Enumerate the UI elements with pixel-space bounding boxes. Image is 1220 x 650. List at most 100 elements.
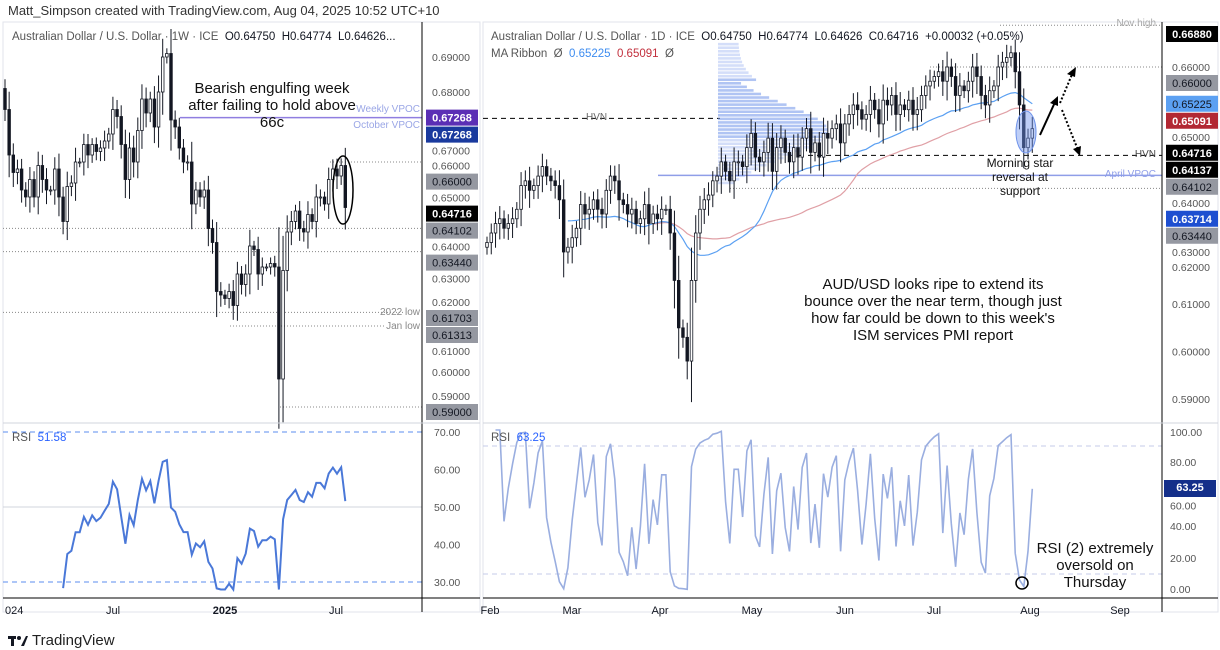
right-legend[interactable]: Australian Dollar / U.S. Dollar · 1D · I… bbox=[491, 31, 1024, 43]
candle bbox=[838, 123, 843, 144]
candle bbox=[489, 232, 493, 243]
candle bbox=[69, 182, 74, 187]
volume-profile-bar bbox=[718, 67, 746, 71]
candle bbox=[574, 227, 579, 239]
volume-profile-bar bbox=[718, 181, 735, 185]
candle bbox=[821, 133, 826, 158]
price-badge-label: 0.61313 bbox=[432, 330, 472, 342]
candle bbox=[608, 175, 613, 191]
right-symbol-title: Australian Dollar / U.S. Dollar · 1D · I… bbox=[491, 31, 695, 43]
candle bbox=[804, 128, 809, 139]
volume-profile-bar bbox=[718, 135, 826, 138]
candle bbox=[540, 166, 545, 177]
candle bbox=[1030, 128, 1034, 139]
candle bbox=[136, 130, 140, 163]
left-legend[interactable]: Australian Dollar / U.S. Dollar · 1W · I… bbox=[12, 31, 396, 43]
candle bbox=[498, 218, 502, 224]
volume-profile-bar bbox=[718, 42, 739, 46]
candle bbox=[165, 53, 169, 58]
time-label: Apr bbox=[651, 605, 668, 617]
price-badge-label: 0.66880 bbox=[1172, 29, 1212, 41]
price-tick: 0.62000 bbox=[432, 297, 470, 309]
candle bbox=[625, 204, 630, 215]
candle bbox=[770, 137, 775, 172]
ma-ribbon-legend[interactable]: MA Ribbon Ø 0.65225 0.65091 Ø bbox=[491, 48, 674, 60]
volume-profile-bar bbox=[718, 60, 743, 64]
price-badge-label: 0.63440 bbox=[432, 258, 472, 270]
candle bbox=[268, 263, 273, 268]
price-tick: 0.69000 bbox=[432, 52, 470, 64]
weekly-chart bbox=[3, 29, 422, 593]
candle bbox=[102, 140, 107, 149]
tradingview-logo[interactable]: TradingView bbox=[8, 632, 115, 649]
candle bbox=[506, 223, 510, 229]
price-badge bbox=[1166, 75, 1218, 91]
price-tick: 40.00 bbox=[434, 540, 460, 552]
candle bbox=[536, 175, 540, 186]
volume-profile-bar bbox=[718, 96, 770, 99]
right-rsi-legend[interactable]: RSI 63.25 bbox=[491, 432, 545, 444]
price-tick: 0.62000 bbox=[1172, 262, 1210, 274]
volume-profile-bar bbox=[718, 82, 742, 85]
price-tick: 0.65000 bbox=[1172, 132, 1210, 144]
candle bbox=[779, 137, 783, 149]
jan-low-label: Jan low bbox=[386, 321, 420, 332]
candle bbox=[711, 180, 715, 196]
candle bbox=[979, 76, 983, 96]
candle bbox=[753, 133, 758, 158]
candle bbox=[796, 147, 800, 158]
price-tick: 70.00 bbox=[434, 427, 460, 439]
candle bbox=[826, 133, 830, 139]
price-tick: 0.61000 bbox=[1172, 299, 1210, 311]
created-by-header: Matt_Simpson created with TradingView.co… bbox=[8, 3, 440, 18]
rsi-label: RSI bbox=[12, 432, 32, 444]
price-badge bbox=[1166, 178, 1218, 195]
volume-profile-bar bbox=[718, 92, 762, 96]
price-tick: 0.59000 bbox=[1172, 394, 1210, 406]
candle bbox=[728, 170, 732, 182]
candle bbox=[119, 116, 123, 145]
price-axes[interactable]: 0.69000 0.68000 0.67268 0.67268 0.67000 0.660… bbox=[5, 26, 1218, 617]
candle bbox=[57, 168, 61, 198]
weekly-vpoc-label: Weekly VPOC bbox=[356, 104, 420, 115]
ma-slow-line bbox=[653, 107, 1033, 240]
candle bbox=[992, 85, 996, 92]
candle bbox=[694, 232, 698, 281]
price-tick: 0.60000 bbox=[432, 367, 470, 379]
ma-ribbon-label: MA Ribbon bbox=[491, 48, 548, 60]
candle bbox=[144, 98, 148, 114]
time-label: Mar bbox=[563, 605, 582, 617]
price-badge-label: 0.66000 bbox=[432, 177, 472, 189]
candle bbox=[596, 199, 600, 210]
candle bbox=[273, 263, 277, 268]
candle bbox=[894, 95, 898, 115]
candle bbox=[322, 196, 327, 205]
outlook-note: AUD/USD looks ripe to extend its bounce … bbox=[804, 276, 1062, 344]
morning-star-note: Morning star reversal at support bbox=[986, 156, 1054, 198]
time-label: Jul bbox=[106, 605, 120, 617]
volume-profile-bar bbox=[718, 57, 741, 60]
ma-fast-line bbox=[567, 91, 1033, 256]
candle bbox=[131, 147, 136, 163]
candle bbox=[591, 199, 596, 210]
price-badge bbox=[1166, 161, 1218, 178]
candle bbox=[65, 186, 69, 222]
left-low: L0.64626... bbox=[337, 31, 396, 43]
candle bbox=[40, 165, 45, 180]
price-badge bbox=[1166, 210, 1218, 227]
candle bbox=[48, 189, 53, 192]
left-open: O0.64750 bbox=[224, 31, 276, 43]
price-tick: 0.61000 bbox=[432, 346, 470, 358]
candle bbox=[919, 95, 924, 111]
left-rsi-legend[interactable]: RSI 51.58 bbox=[12, 432, 66, 444]
candle bbox=[32, 179, 36, 198]
candle bbox=[86, 144, 90, 156]
candle bbox=[185, 161, 190, 164]
price-tick: 0.00 bbox=[1170, 584, 1191, 596]
bearish-engulfing-note: Bearish engulfing week after failing to … bbox=[188, 80, 356, 131]
morning-star-ellipse bbox=[1015, 110, 1037, 154]
candle bbox=[630, 208, 634, 215]
candle bbox=[915, 109, 919, 115]
candle bbox=[587, 208, 591, 215]
